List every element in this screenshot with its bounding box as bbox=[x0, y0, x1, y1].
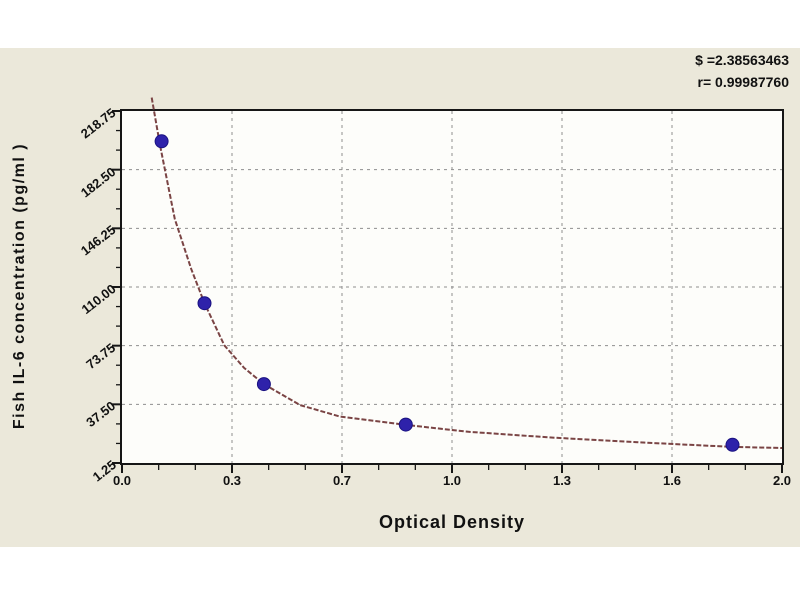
x-tick-label: 1.0 bbox=[442, 473, 462, 488]
data-point bbox=[256, 377, 271, 392]
data-point bbox=[398, 417, 413, 432]
fit-statistics: $ =2.38563463 r= 0.99987760 bbox=[695, 49, 789, 93]
data-point bbox=[154, 134, 169, 149]
fitted-curve bbox=[150, 97, 783, 449]
fit-stat-s: $ =2.38563463 bbox=[695, 52, 789, 68]
x-tick-label: 0.3 bbox=[222, 473, 242, 488]
x-tick-label: 2.0 bbox=[772, 473, 792, 488]
data-point bbox=[725, 437, 740, 452]
fit-stat-r: r= 0.99987760 bbox=[697, 74, 789, 90]
data-point bbox=[197, 296, 212, 311]
x-tick-label: 1.3 bbox=[552, 473, 572, 488]
x-tick-label: 0.0 bbox=[112, 473, 132, 488]
x-tick-label: 0.7 bbox=[332, 473, 352, 488]
x-axis-title: Optical Density bbox=[378, 512, 526, 532]
x-tick-label: 1.6 bbox=[662, 473, 682, 488]
